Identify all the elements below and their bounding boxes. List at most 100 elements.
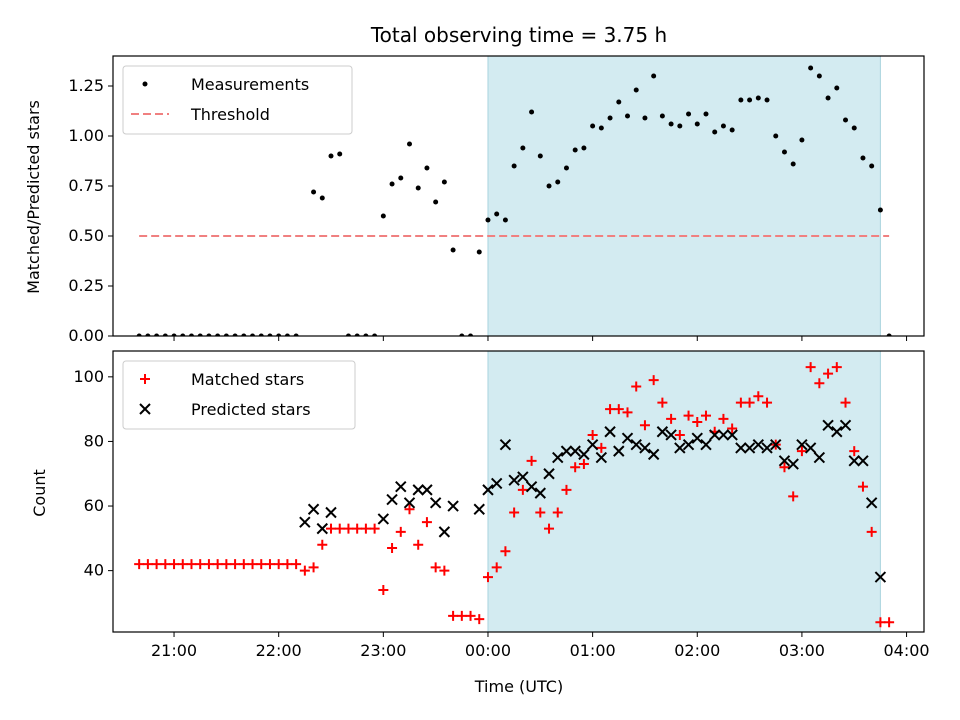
bottom-series-matched-stars-point [500, 546, 511, 557]
top-series-measurements-point [145, 333, 151, 336]
top-series-measurements-point [406, 141, 412, 147]
top-series-measurements-point [258, 333, 264, 336]
bottom-series-matched-stars-point [317, 539, 328, 550]
bottom-series-matched-stars-point [700, 410, 711, 421]
bottom-series-matched-stars-point [831, 362, 842, 373]
bottom-series-matched-stars-point [823, 368, 834, 379]
top-series-measurements-point [677, 123, 683, 129]
top-series-measurements-point [520, 145, 526, 151]
bottom-series-matched-stars-point [238, 559, 249, 570]
top-series-measurements-point [241, 333, 247, 336]
bottom-series-matched-stars-point [247, 559, 258, 570]
top-y-tick-label: 0.00 [68, 326, 104, 345]
bottom-series-matched-stars-point [299, 565, 310, 576]
top-series-measurements-point [616, 99, 622, 105]
top-series-measurements-point [659, 113, 665, 119]
bottom-series-matched-stars-point [221, 559, 232, 570]
bottom-series-predicted-stars-point [857, 455, 869, 467]
bottom-series-predicted-stars-point [717, 429, 730, 441]
bottom-series-predicted-stars-point [647, 448, 660, 461]
bottom-series-matched-stars-point [814, 378, 825, 389]
bottom-series-matched-stars-point [404, 504, 415, 515]
bottom-series-matched-stars-point [387, 543, 398, 554]
top-series-measurements-point [537, 153, 543, 159]
bottom-series-predicted-stars-point [525, 480, 538, 493]
bottom-series-matched-stars-point [587, 429, 598, 440]
bottom-series-predicted-stars-point [438, 526, 451, 538]
top-series-measurements-point [712, 129, 718, 135]
bottom-series-matched-stars-point [544, 523, 555, 534]
bottom-series-matched-stars-point [727, 423, 738, 434]
bottom-series-matched-stars-point [439, 565, 450, 576]
bottom-series-matched-stars-point [177, 559, 188, 570]
bottom-series-predicted-stars-point [595, 451, 608, 464]
top-series-measurements-point [154, 333, 160, 336]
bottom-series-matched-stars-point [474, 614, 485, 625]
bottom-series-predicted-stars-point [613, 445, 625, 457]
bottom-series-matched-stars-point [430, 562, 441, 573]
bottom-series-predicted-stars-point [586, 438, 599, 451]
top-legend: Measurements Threshold [122, 65, 353, 135]
bottom-series-predicted-stars-point [578, 448, 590, 461]
bottom-series-matched-stars-point [413, 539, 424, 550]
bottom-series-predicted-stars-point [735, 442, 747, 454]
bottom-axes-frame [112, 350, 925, 633]
bottom-series-matched-stars-point [596, 442, 607, 453]
bottom-y-tick-label: 60 [84, 496, 104, 515]
bottom-legend-label: Matched stars [191, 370, 304, 389]
bottom-series-matched-stars-point [631, 381, 642, 392]
bottom-legend-swatch [140, 374, 150, 384]
bottom-series-matched-stars-point [151, 559, 162, 570]
bottom-series-predicted-stars-point [874, 571, 887, 583]
top-series-measurements-point [834, 85, 840, 91]
bottom-series-matched-stars-point [230, 559, 241, 570]
bottom-series-matched-stars-point [639, 420, 650, 431]
bottom-series-matched-stars-point [805, 362, 816, 373]
top-series-measurements-point [738, 97, 744, 103]
bottom-observing-window [487, 350, 881, 633]
bottom-series-predicted-stars-point [604, 426, 616, 438]
top-series-layer [136, 65, 892, 336]
bottom-series-predicted-stars-point [569, 445, 581, 457]
x-axis-label: Time (UTC) [474, 677, 563, 696]
top-series-measurements-point [633, 87, 639, 93]
bottom-series-matched-stars-point [552, 507, 563, 518]
bottom-series-matched-stars-point [308, 562, 319, 573]
top-series-measurements-point [171, 333, 177, 336]
bottom-series-predicted-stars-point [761, 442, 773, 454]
bottom-series-predicted-stars-point [709, 429, 721, 441]
bottom-series-matched-stars-point [613, 404, 624, 415]
bottom-series-matched-stars-point [169, 559, 180, 570]
bottom-series-matched-stars-point [788, 491, 799, 502]
top-series-measurements-point [267, 333, 273, 336]
bottom-series-matched-stars-point [535, 507, 546, 518]
top-series-measurements-point [694, 121, 700, 127]
top-series-measurements-point [398, 175, 404, 181]
bottom-legend: Matched stars Predicted stars [122, 360, 356, 430]
x-tick-label: 02:00 [674, 641, 720, 660]
chart-title: Total observing time = 3.75 h [370, 23, 667, 47]
top-series-measurements-point [206, 333, 212, 336]
top-series-measurements-point [581, 145, 587, 151]
bottom-series-predicted-stars-point [395, 480, 407, 493]
bottom-series-predicted-stars-point [508, 474, 520, 486]
bottom-series-matched-stars-point [343, 523, 354, 534]
bottom-series-predicted-stars-point [770, 438, 782, 451]
bottom-series-matched-stars-point [779, 462, 790, 473]
bottom-series-matched-stars-point [744, 397, 755, 408]
top-y-tick-label: 0.50 [68, 226, 104, 245]
bottom-series-matched-stars-point [866, 526, 877, 537]
bottom-series-predicted-stars-point [630, 438, 642, 451]
top-series-measurements-point [764, 97, 770, 103]
top-series-measurements-point [886, 333, 892, 336]
bottom-series-predicted-stars-point [473, 503, 485, 515]
top-series-measurements-point [223, 333, 229, 336]
top-y-tick-label: 0.25 [68, 276, 104, 295]
bottom-series-predicted-stars-point [447, 500, 459, 512]
bottom-series-predicted-stars-point [621, 432, 634, 444]
top-series-measurements-point [816, 73, 822, 79]
bottom-series-matched-stars-point [875, 617, 886, 628]
bottom-series-matched-stars-point [465, 610, 476, 621]
x-tick-label: 04:00 [884, 641, 930, 660]
